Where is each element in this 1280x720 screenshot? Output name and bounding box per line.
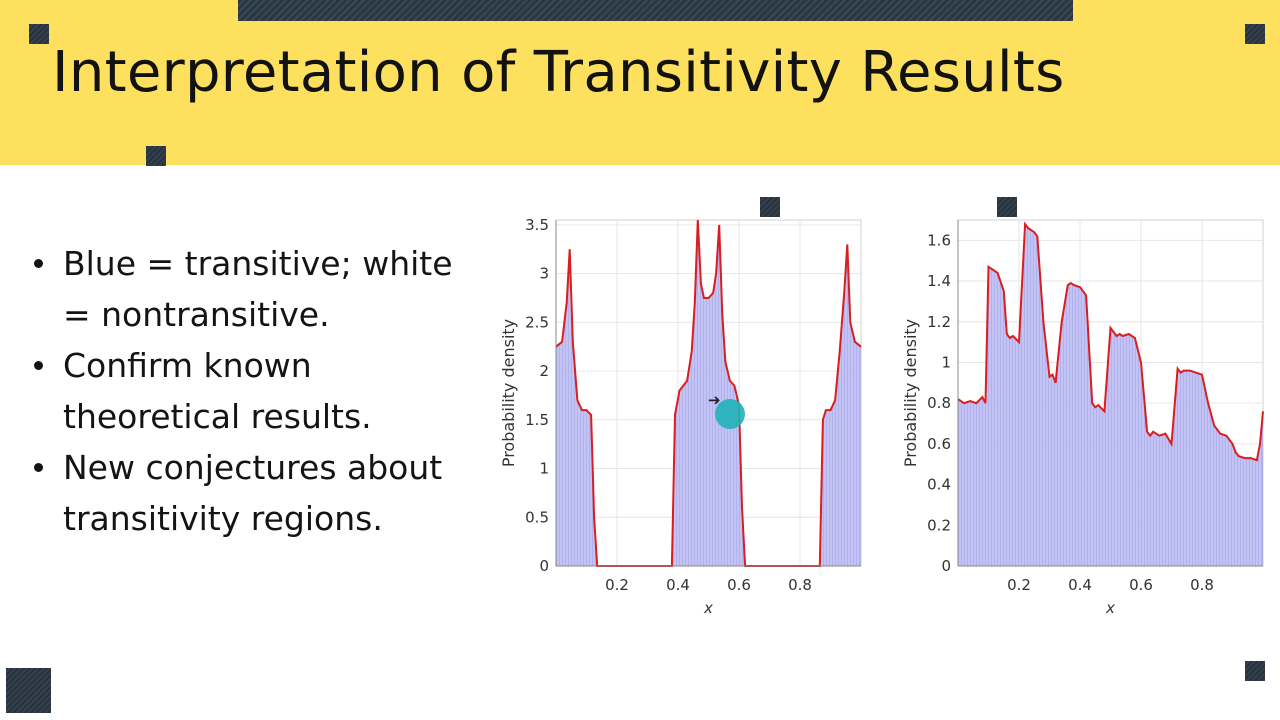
- bullet-item: Blue = transitive; white = nontransitive…: [30, 238, 490, 340]
- decorative-square: [1089, 444, 1109, 464]
- y-tick-label: 1.5: [525, 411, 549, 429]
- x-tick-label: 0.6: [1129, 576, 1153, 594]
- decorative-square: [1245, 661, 1265, 681]
- x-tick-label: 0.4: [1068, 576, 1092, 594]
- y-tick-label: 3.5: [525, 216, 549, 234]
- x-tick-label: 0.2: [1007, 576, 1031, 594]
- y-tick-label: 0: [941, 557, 951, 575]
- click-marker: [715, 399, 745, 429]
- bullet-item: Confirm known theoretical results.: [30, 340, 490, 442]
- y-tick-label: 0: [539, 557, 549, 575]
- y-tick-label: 1.2: [927, 313, 951, 331]
- x-tick-label: 0.6: [727, 576, 751, 594]
- bullet-item: New conjectures about transitivity regio…: [30, 442, 490, 544]
- x-tick-label: 0.8: [1190, 576, 1214, 594]
- y-tick-label: 1: [539, 460, 549, 478]
- decorative-square: [997, 444, 1017, 464]
- y-tick-label: 0.8: [927, 394, 951, 412]
- arrow-cursor-icon: ➔: [708, 391, 721, 409]
- y-tick-label: 3: [539, 265, 549, 283]
- histogram-bars: [959, 224, 1261, 566]
- decorative-square: [1245, 24, 1265, 44]
- y-tick-label: 0.4: [927, 476, 951, 494]
- y-tick-label: 1.6: [927, 231, 951, 249]
- x-tick-label: 0.8: [788, 576, 812, 594]
- decorative-square: [760, 197, 780, 217]
- decorative-square: [29, 24, 49, 44]
- slide-header: Interpretation of Transitivity Results: [0, 0, 1280, 165]
- decorative-square: [653, 444, 673, 464]
- y-axis-label: Probability density: [499, 319, 518, 467]
- decorative-top-bar: [238, 0, 1073, 21]
- y-tick-label: 1: [941, 353, 951, 371]
- y-tick-label: 0.5: [525, 508, 549, 526]
- slide-title: Interpretation of Transitivity Results: [52, 40, 1065, 105]
- x-axis-label: x: [1105, 599, 1115, 617]
- density-curve: [957, 221, 1264, 462]
- decorative-square: [760, 444, 780, 464]
- x-axis-label: x: [703, 599, 713, 617]
- x-tick-label: 0.2: [605, 576, 629, 594]
- decorative-square: [146, 146, 166, 166]
- y-tick-label: 1.4: [927, 272, 951, 290]
- x-tick-label: 0.4: [666, 576, 690, 594]
- y-tick-label: 0.2: [927, 516, 951, 534]
- y-axis-label: Probability density: [901, 319, 920, 467]
- y-tick-label: 2: [539, 362, 549, 380]
- bullet-list: Blue = transitive; white = nontransitive…: [30, 238, 490, 544]
- decorative-square: [6, 668, 51, 713]
- y-tick-label: 0.6: [927, 435, 951, 453]
- density-area: [958, 224, 1263, 566]
- decorative-square: [997, 197, 1017, 217]
- plot-area: [957, 219, 1264, 567]
- y-tick-label: 2.5: [525, 313, 549, 331]
